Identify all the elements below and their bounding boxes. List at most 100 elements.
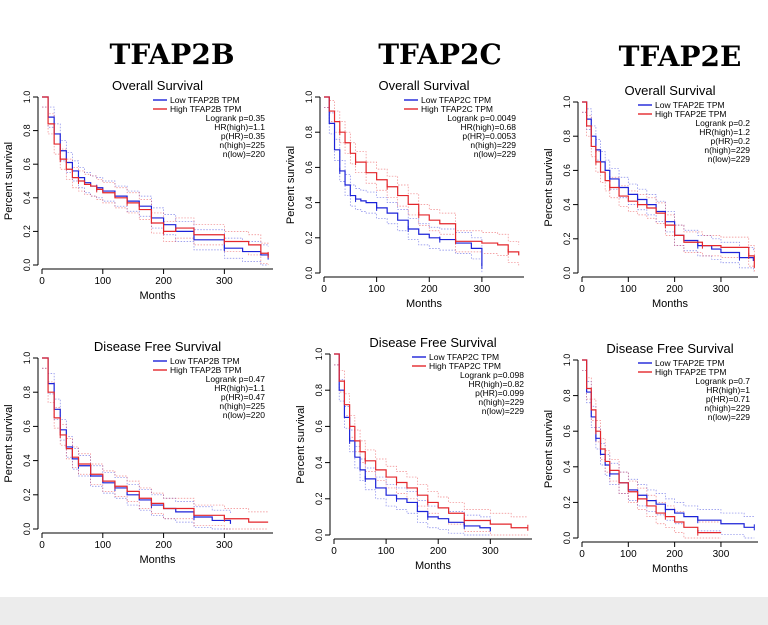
x-axis-label: Months (652, 298, 689, 310)
x-tick-label: 0 (39, 276, 45, 287)
km-chart-svg: Overall Survival 0 100 200 300 0.0 0.2 0.4 0.6 0.… (543, 83, 758, 310)
y-axis-label: Percent survival (3, 404, 15, 482)
confidence-band (334, 364, 528, 536)
stat-line: n(high)=229 (478, 397, 524, 407)
stat-line: Logrank p=0.0049 (447, 113, 516, 123)
x-tick-label: 200 (155, 276, 172, 287)
legend-label: Low TFAP2E TPM (655, 358, 725, 368)
x-axis-label: Months (139, 290, 176, 302)
x-tick-label: 200 (430, 546, 447, 557)
stat-line: HR(high)=1 (706, 385, 750, 395)
y-tick-label: 1.0 (562, 96, 572, 109)
stat-line: p(HR)=0.71 (706, 394, 750, 404)
y-tick-label: 0.4 (22, 192, 32, 205)
km-plot-dfs-tfap2e: Disease Free Survival 0 100 200 300 0.0 0.2 0.4… (540, 338, 768, 580)
legend-label: Low TFAP2B TPM (170, 356, 240, 366)
y-tick-label: 0.2 (562, 496, 572, 509)
legend-label: Low TFAP2C TPM (429, 352, 499, 362)
confidence-band (42, 367, 269, 530)
y-tick-label: 1.0 (22, 352, 32, 365)
y-tick-label: 0.6 (22, 158, 32, 171)
x-tick-label: 0 (579, 549, 585, 560)
stat-line: Logrank p=0.35 (206, 113, 266, 123)
stat-line: n(low)=229 (708, 412, 751, 422)
x-tick-label: 100 (94, 276, 111, 287)
stat-line: Logrank p=0.47 (206, 374, 266, 384)
y-tick-label: 0.6 (304, 161, 314, 174)
x-axis-label: Months (652, 563, 689, 575)
legend-label: High TFAP2C TPM (429, 361, 501, 371)
legend-label: Low TFAP2B TPM (170, 95, 240, 105)
y-tick-label: 0.0 (304, 267, 314, 280)
km-chart-svg: Disease Free Survival 0 100 200 300 0.0 0.2 0.4… (543, 341, 758, 575)
y-tick-label: 0.0 (562, 267, 572, 280)
x-tick-label: 300 (216, 276, 233, 287)
x-axis-label: Months (139, 554, 176, 566)
chart-title: Overall Survival (112, 78, 203, 93)
x-tick-label: 100 (378, 546, 395, 557)
x-tick-label: 300 (474, 284, 491, 295)
survival-curve (42, 96, 269, 255)
stat-line: Logrank p=0.098 (460, 370, 524, 380)
y-tick-label: 0.4 (562, 461, 572, 474)
column-header-tfap2b: TFAP2B (109, 38, 235, 71)
x-tick-label: 200 (666, 284, 683, 295)
confidence-band (334, 353, 528, 518)
y-tick-label: 0.6 (562, 164, 572, 177)
x-tick-label: 200 (666, 549, 683, 560)
stat-line: n(low)=220 (223, 149, 266, 159)
y-tick-label: 0.6 (562, 425, 572, 438)
confidence-band (582, 101, 755, 258)
y-tick-label: 0.2 (22, 225, 32, 238)
x-tick-label: 300 (216, 540, 233, 551)
stat-line: n(high)=229 (470, 140, 516, 150)
column-header-tfap2c: TFAP2C (378, 38, 502, 71)
km-plot-dfs-tfap2b: Disease Free Survival 0 100 200 300 0.0 0.2 0.4… (0, 336, 283, 571)
y-tick-label: 0.8 (22, 124, 32, 137)
km-chart-svg: Disease Free Survival 0 100 200 300 0.0 0.2 0.4… (295, 335, 532, 572)
confidence-band (582, 101, 754, 251)
km-chart-svg: Disease Free Survival 0 100 200 300 0.0 0.2 0.4… (3, 339, 273, 566)
y-tick-label: 0.4 (562, 198, 572, 211)
y-tick-label: 0.8 (314, 384, 324, 397)
y-tick-label: 0.8 (562, 130, 572, 143)
stat-line: p(HR)=0.47 (221, 392, 265, 402)
survival-curve (334, 353, 491, 532)
stat-line: n(low)=229 (708, 154, 751, 164)
km-plot-dfs-tfap2c: Disease Free Survival 0 100 200 300 0.0 0.2 0.4… (292, 332, 542, 577)
y-tick-label: 0.8 (562, 389, 572, 402)
stat-line: p(HR)=0.2 (711, 136, 751, 146)
x-tick-label: 200 (421, 284, 438, 295)
stat-line: n(high)=229 (704, 403, 750, 413)
legend-label: High TFAP2B TPM (170, 365, 242, 375)
stat-line: n(high)=229 (704, 145, 750, 155)
footer-band (0, 597, 768, 625)
chart-title: Overall Survival (624, 83, 715, 98)
x-tick-label: 0 (579, 284, 585, 295)
legend-label: High TFAP2B TPM (170, 104, 242, 114)
survival-curve (42, 357, 232, 524)
survival-curve (582, 101, 754, 262)
stat-line: HR(high)=1.1 (214, 122, 265, 132)
y-tick-label: 1.0 (304, 91, 314, 104)
y-tick-label: 0.0 (22, 259, 32, 272)
legend-label: High TFAP2C TPM (421, 104, 493, 114)
x-tick-label: 200 (155, 540, 172, 551)
legend-label: High TFAP2E TPM (655, 367, 727, 377)
survival-curve (324, 96, 520, 256)
y-tick-label: 0.2 (314, 493, 324, 506)
y-tick-label: 0.6 (22, 420, 32, 433)
stat-line: n(high)=225 (219, 140, 265, 150)
y-tick-label: 0.4 (314, 456, 324, 469)
survival-curve (582, 359, 721, 534)
chart-title: Disease Free Survival (94, 339, 221, 354)
stat-line: n(low)=220 (223, 410, 266, 420)
chart-title: Disease Free Survival (606, 341, 733, 356)
km-chart-svg: Overall Survival 0 100 200 300 0.0 0.2 0.4 0.6 0.… (285, 78, 524, 310)
confidence-band (324, 107, 483, 273)
y-tick-label: 0.4 (304, 196, 314, 209)
y-axis-label: Percent survival (543, 148, 555, 226)
stat-line: n(low)=229 (474, 149, 517, 159)
x-axis-label: Months (406, 298, 443, 310)
y-tick-label: 0.8 (304, 126, 314, 139)
